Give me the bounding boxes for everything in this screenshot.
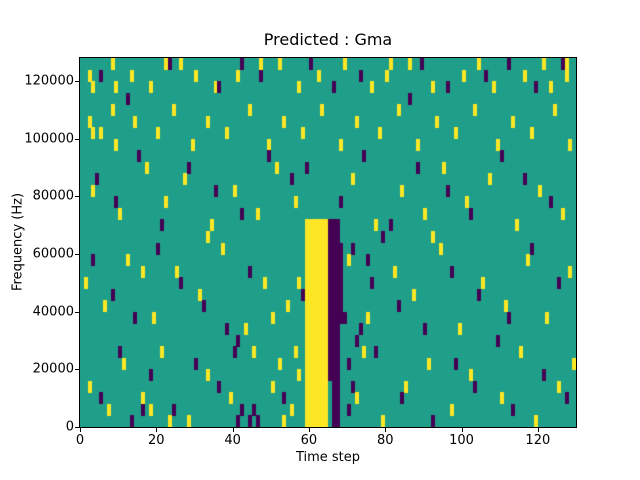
x-axis-label: Time step	[295, 450, 361, 465]
heatmap-canvas	[80, 58, 576, 427]
x-tick-label: 40	[224, 433, 241, 448]
x-tick-label: 100	[449, 433, 474, 448]
y-tick-label: 80000	[32, 188, 74, 204]
x-tick-label: 80	[376, 433, 394, 448]
y-tick-label: 0	[65, 419, 74, 435]
x-tick-mark	[308, 428, 310, 432]
x-tick-mark	[537, 428, 539, 432]
x-tick-label: 60	[300, 433, 318, 448]
y-tick-label: 100000	[24, 131, 74, 147]
x-tick-mark	[80, 428, 81, 432]
x-tick-mark	[385, 428, 387, 432]
x-tick-mark	[156, 428, 158, 432]
x-tick-label: 0	[75, 433, 85, 448]
y-tick-mark	[75, 81, 79, 83]
y-tick-label: 60000	[32, 246, 74, 262]
y-axis-label: Frequency (Hz)	[10, 192, 26, 292]
y-tick-mark	[75, 254, 79, 256]
y-tick-label: 40000	[32, 304, 74, 320]
y-tick-mark	[75, 311, 79, 313]
y-tick-label: 20000	[32, 361, 74, 377]
x-tick-mark	[232, 428, 234, 432]
y-tick-mark	[75, 138, 79, 140]
chart-title: Predicted : Gma	[263, 30, 393, 49]
x-tick-label: 20	[148, 433, 165, 448]
y-tick-mark	[75, 369, 79, 371]
y-tick-mark	[75, 196, 79, 198]
y-tick-mark	[75, 427, 79, 428]
y-tick-label: 120000	[24, 73, 74, 89]
x-tick-mark	[461, 428, 463, 432]
x-tick-label: 120	[525, 433, 551, 448]
plot-area	[79, 57, 577, 428]
